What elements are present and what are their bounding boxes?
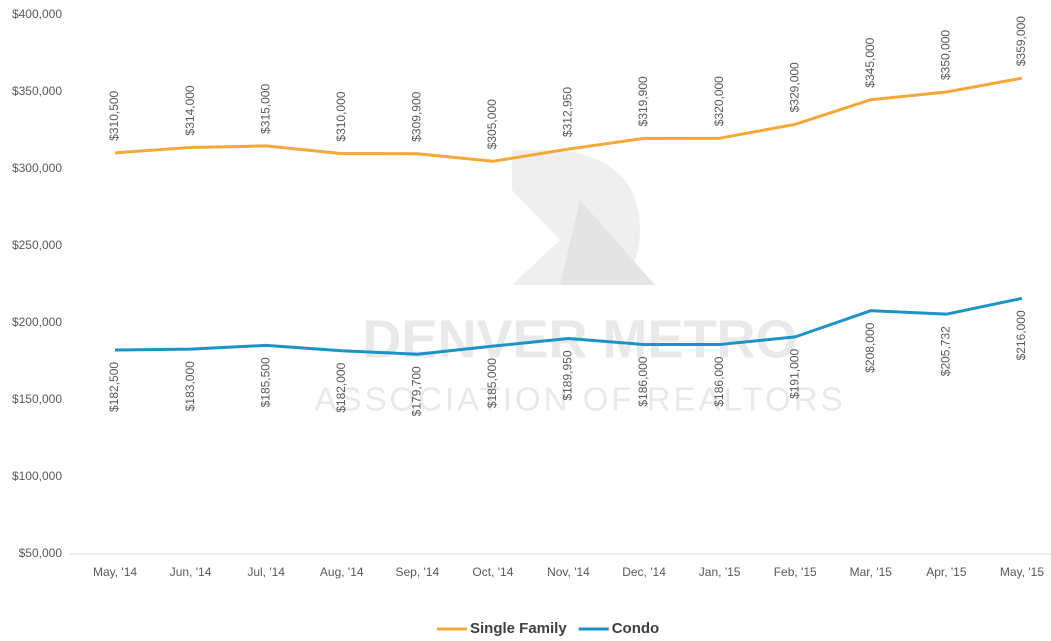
data-label: $186,000	[712, 356, 726, 406]
data-label: $310,500	[107, 90, 121, 140]
x-tick-label: Aug, '14	[320, 565, 364, 579]
x-tick-label: May, '14	[93, 565, 137, 579]
data-label: $185,500	[258, 357, 272, 407]
x-tick-label: Sep, '14	[395, 565, 439, 579]
watermark-logo	[512, 150, 655, 285]
y-tick-label: $350,000	[12, 84, 62, 98]
x-tick-label: Apr, '15	[926, 565, 967, 579]
x-tick-label: May, '15	[1000, 565, 1044, 579]
data-label: $305,000	[485, 99, 499, 149]
y-tick-label: $100,000	[12, 469, 62, 483]
y-tick-label: $300,000	[12, 161, 62, 175]
legend-text: Condo	[612, 620, 659, 637]
legend-text: Single Family	[470, 620, 567, 637]
data-label: $205,732	[939, 326, 953, 376]
watermark-shape	[560, 200, 655, 285]
y-tick-label: $200,000	[12, 315, 62, 329]
x-tick-label: Dec, '14	[622, 565, 666, 579]
data-label: $309,900	[409, 91, 423, 141]
x-tick-label: Jan, '15	[699, 565, 741, 579]
y-tick-label: $250,000	[12, 238, 62, 252]
data-label: $185,000	[485, 358, 499, 408]
x-tick-label: Oct, '14	[472, 565, 513, 579]
data-label: $345,000	[863, 37, 877, 87]
y-tick-label: $400,000	[12, 7, 62, 21]
data-label: $208,000	[863, 322, 877, 372]
series-line	[114, 296, 1023, 356]
data-label: $350,000	[939, 30, 953, 80]
data-label: $191,000	[787, 349, 801, 399]
x-tick-label: Jul, '14	[247, 565, 285, 579]
data-label: $320,000	[712, 76, 726, 126]
data-label: $182,000	[334, 362, 348, 412]
data-label: $315,000	[258, 84, 272, 134]
x-tick-label: Jun, '14	[170, 565, 212, 579]
data-label: $329,000	[787, 62, 801, 112]
x-tick-label: Feb, '15	[774, 565, 817, 579]
data-label: $186,000	[636, 356, 650, 406]
watermark-shape	[512, 190, 560, 285]
y-tick-label: $50,000	[19, 546, 63, 560]
data-label: $216,000	[1014, 310, 1028, 360]
watermark-text: ASSOCIATION OF REALTORS	[314, 381, 845, 418]
data-label: $189,950	[561, 350, 575, 400]
data-label: $310,000	[334, 91, 348, 141]
data-label: $179,700	[409, 366, 423, 416]
data-label: $319,900	[636, 76, 650, 126]
x-tick-label: Nov, '14	[547, 565, 590, 579]
data-label: $359,000	[1014, 16, 1028, 66]
y-tick-label: $150,000	[12, 392, 62, 406]
data-label: $314,000	[183, 85, 197, 135]
data-label: $183,000	[183, 361, 197, 411]
data-label: $312,950	[561, 87, 575, 137]
data-label: $182,500	[107, 362, 121, 412]
series-line	[114, 76, 1023, 163]
x-tick-label: Mar, '15	[850, 565, 893, 579]
